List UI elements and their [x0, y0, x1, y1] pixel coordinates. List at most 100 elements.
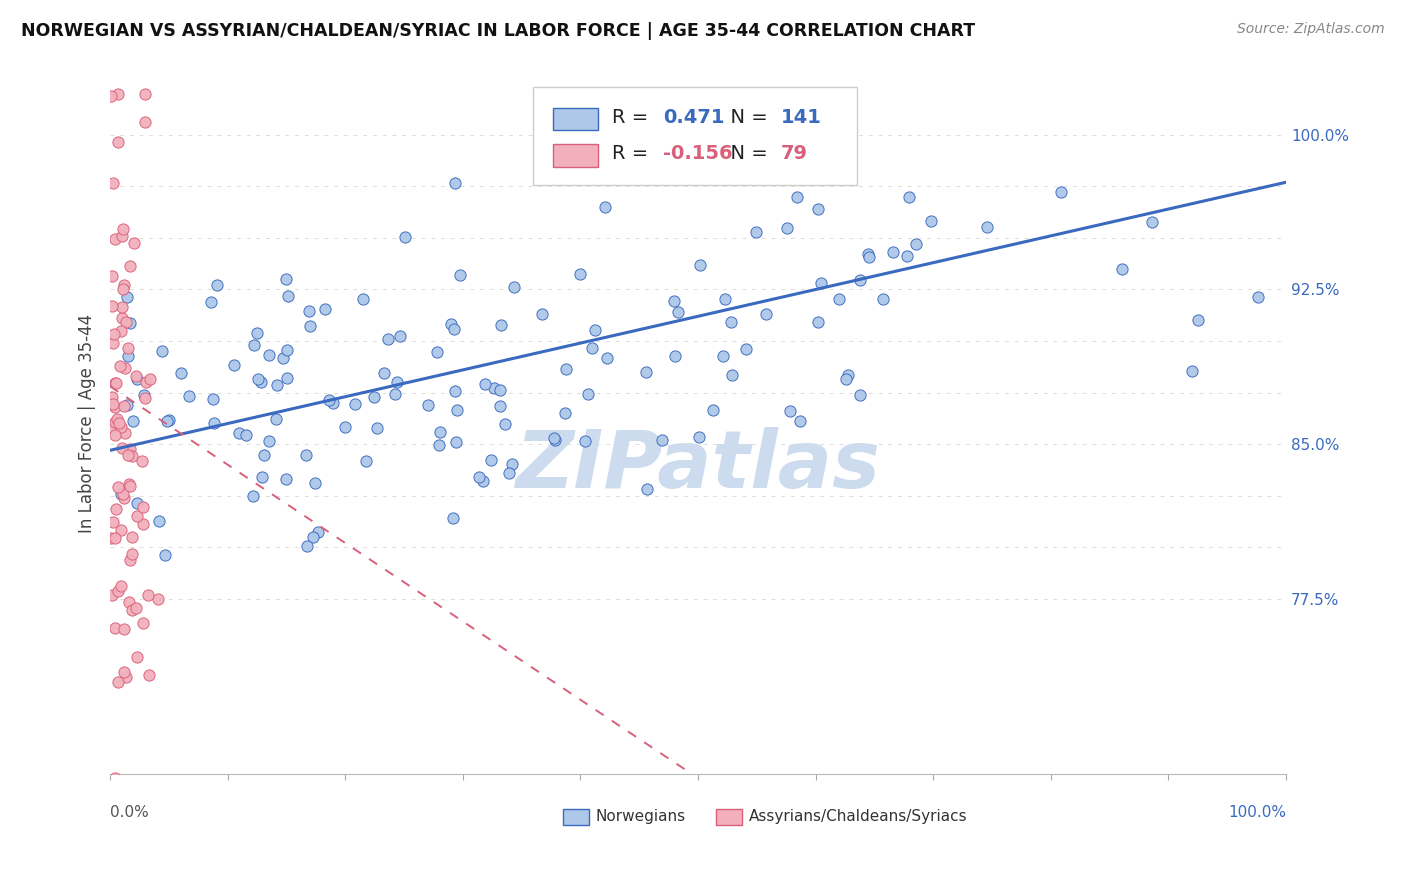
Point: [574, 434, 596, 448]
Point: [257, 434, 280, 448]
Point: [583, 323, 606, 337]
Text: R =: R =: [612, 145, 655, 163]
Point: [105, 502, 128, 516]
Text: N =: N =: [718, 108, 775, 127]
Point: [827, 293, 849, 307]
Point: [118, 259, 141, 273]
Point: [111, 311, 134, 326]
Point: [662, 294, 685, 309]
Point: [100, 88, 122, 103]
Point: [689, 258, 711, 272]
Point: [636, 365, 658, 379]
Text: Norwegians: Norwegians: [596, 809, 686, 824]
Point: [111, 300, 134, 314]
Point: [714, 292, 737, 306]
Point: [104, 232, 127, 246]
Point: [543, 432, 565, 446]
Point: [373, 366, 395, 380]
Point: [786, 190, 808, 204]
Point: [110, 487, 132, 501]
Point: [200, 295, 222, 310]
Point: [112, 487, 135, 501]
Y-axis label: In Labor Force | Age 35-44: In Labor Force | Age 35-44: [79, 314, 96, 533]
Point: [446, 434, 468, 449]
Point: [858, 250, 880, 264]
Point: [132, 517, 155, 532]
Point: [250, 469, 273, 483]
Point: [299, 318, 322, 333]
Point: [235, 428, 257, 442]
Point: [897, 190, 920, 204]
Text: 79: 79: [780, 145, 807, 163]
Point: [134, 115, 156, 129]
Text: Assyrians/Chaldeans/Syriacs: Assyrians/Chaldeans/Syriacs: [748, 809, 967, 824]
Point: [385, 375, 408, 389]
Point: [702, 403, 724, 417]
Point: [121, 449, 143, 463]
Point: [107, 480, 129, 494]
Point: [872, 292, 894, 306]
Point: [425, 345, 447, 359]
Point: [118, 595, 141, 609]
Point: [242, 337, 264, 351]
Point: [318, 392, 340, 407]
Point: [101, 299, 124, 313]
Point: [101, 335, 124, 350]
Point: [1187, 312, 1209, 326]
Point: [115, 670, 138, 684]
Point: [110, 579, 132, 593]
Point: [531, 307, 554, 321]
Point: [150, 344, 173, 359]
Point: [789, 414, 811, 428]
Point: [242, 489, 264, 503]
Point: [276, 343, 298, 357]
Point: [363, 391, 385, 405]
Point: [205, 277, 228, 292]
Point: [446, 402, 468, 417]
Point: [295, 448, 318, 462]
Point: [322, 395, 344, 409]
Point: [117, 341, 139, 355]
Point: [636, 482, 658, 496]
Point: [366, 421, 388, 435]
Point: [343, 397, 366, 411]
Point: [449, 268, 471, 283]
Point: [388, 329, 411, 343]
Point: [489, 383, 512, 397]
Point: [688, 430, 710, 444]
Point: [1181, 364, 1204, 378]
Point: [249, 375, 271, 389]
Point: [266, 378, 288, 392]
Point: [416, 398, 439, 412]
Point: [100, 531, 122, 545]
Point: [104, 428, 127, 442]
Point: [905, 236, 928, 251]
Point: [104, 415, 127, 429]
Point: [112, 622, 135, 636]
Point: [489, 318, 512, 333]
Point: [596, 351, 619, 365]
Point: [135, 375, 157, 389]
Text: N =: N =: [718, 145, 775, 163]
Point: [114, 360, 136, 375]
Point: [132, 388, 155, 402]
Point: [111, 282, 134, 296]
Point: [479, 453, 502, 467]
Point: [274, 271, 297, 285]
Point: [253, 448, 276, 462]
Point: [444, 176, 467, 190]
Point: [120, 442, 142, 457]
Point: [1111, 261, 1133, 276]
Point: [110, 523, 132, 537]
Point: [920, 214, 942, 228]
Point: [107, 136, 129, 150]
FancyBboxPatch shape: [554, 108, 598, 130]
Point: [444, 384, 467, 398]
Point: [568, 267, 591, 281]
Point: [595, 200, 617, 214]
Point: [735, 342, 758, 356]
Point: [297, 539, 319, 553]
FancyBboxPatch shape: [562, 809, 589, 824]
Point: [394, 230, 416, 244]
Point: [100, 420, 122, 434]
